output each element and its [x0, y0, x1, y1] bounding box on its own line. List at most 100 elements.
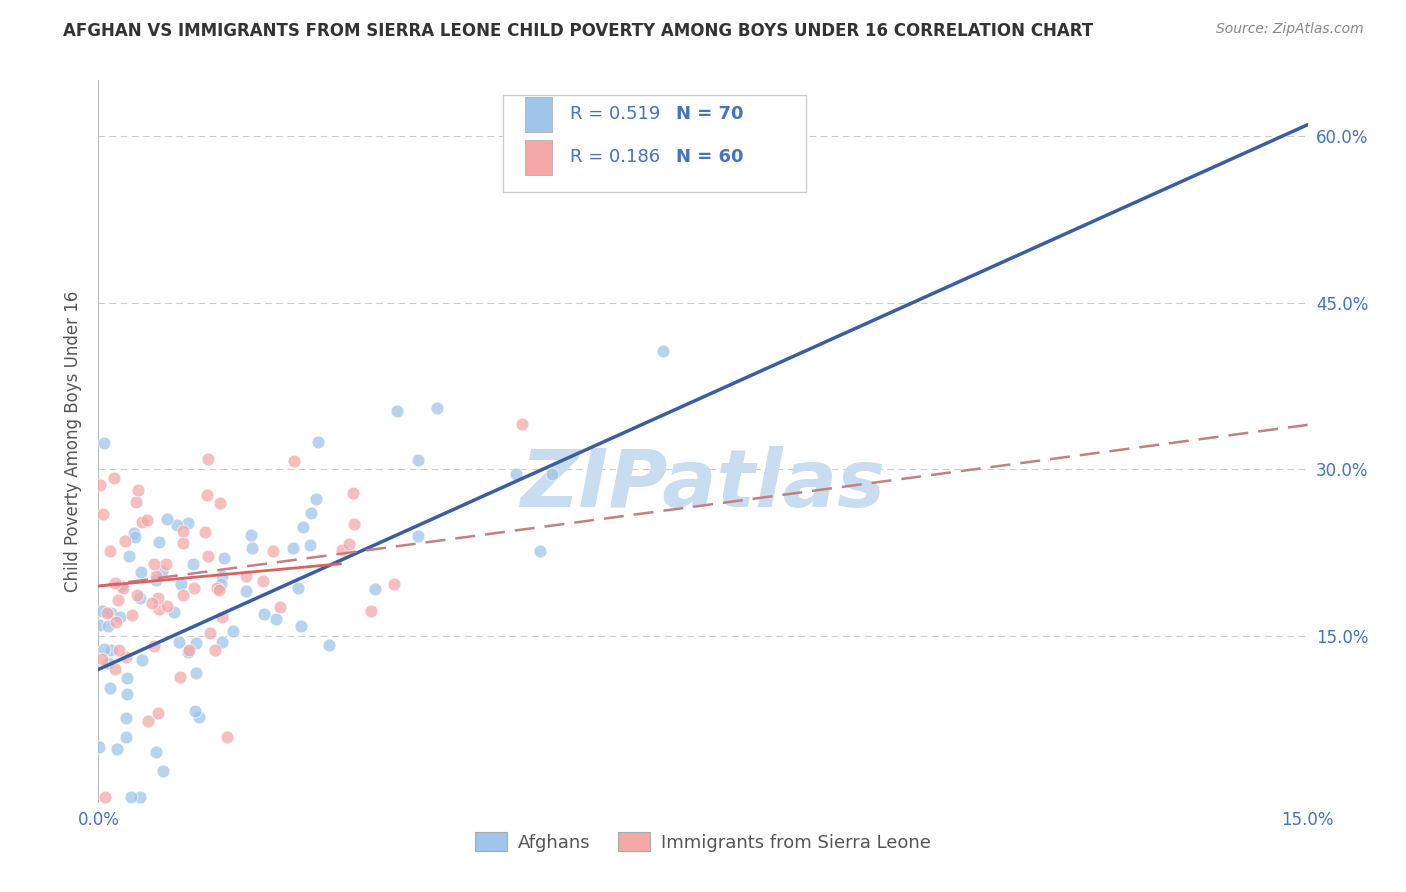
Point [179, 643, 201, 657]
Point [89, 618, 111, 632]
Point [97, 656, 120, 670]
Point [172, 535, 194, 549]
Point [166, 518, 188, 533]
Point [104, 615, 127, 629]
Point [114, 534, 136, 549]
Point [652, 344, 675, 359]
Point [115, 687, 138, 701]
Point [89, 478, 111, 492]
Point [298, 538, 321, 552]
Point [269, 599, 291, 614]
Point [188, 710, 211, 724]
Point [152, 764, 174, 778]
Point [103, 575, 125, 590]
Point [156, 511, 179, 525]
Point [239, 528, 262, 542]
Point [208, 495, 231, 509]
Point [177, 516, 200, 530]
Point [107, 592, 129, 607]
Point [184, 636, 207, 650]
Point [253, 607, 276, 622]
Point [105, 742, 128, 756]
Point [93, 642, 115, 657]
Point [287, 581, 309, 595]
Point [115, 711, 138, 725]
Point [104, 662, 127, 676]
Text: R = 0.186: R = 0.186 [569, 148, 661, 167]
Point [93, 436, 115, 450]
Point [207, 581, 229, 595]
Point [211, 569, 233, 583]
Point [264, 612, 287, 626]
Point [194, 524, 217, 539]
Point [195, 488, 218, 502]
Point [145, 573, 167, 587]
Point [103, 470, 125, 484]
Point [283, 454, 305, 468]
Point [343, 516, 366, 531]
Point [186, 665, 208, 680]
Point [177, 645, 200, 659]
Point [529, 544, 551, 558]
Point [235, 569, 257, 583]
Point [148, 534, 170, 549]
Text: ZIPatlas: ZIPatlas [520, 446, 886, 524]
Text: AFGHAN VS IMMIGRANTS FROM SIERRA LEONE CHILD POVERTY AMONG BOYS UNDER 16 CORRELA: AFGHAN VS IMMIGRANTS FROM SIERRA LEONE C… [63, 22, 1094, 40]
Point [337, 537, 360, 551]
Point [100, 642, 122, 657]
FancyBboxPatch shape [526, 97, 553, 132]
Point [283, 541, 305, 555]
Point [318, 638, 340, 652]
Point [155, 557, 177, 571]
FancyBboxPatch shape [503, 95, 806, 193]
Point [426, 401, 449, 415]
Point [143, 639, 166, 653]
Legend: Afghans, Immigrants from Sierra Leone: Afghans, Immigrants from Sierra Leone [468, 825, 938, 859]
Point [135, 513, 157, 527]
Point [145, 745, 167, 759]
Point [235, 583, 257, 598]
Point [215, 730, 238, 744]
Point [212, 551, 235, 566]
Point [305, 491, 328, 506]
Point [384, 577, 406, 591]
Point [197, 549, 219, 563]
Point [163, 605, 186, 619]
Y-axis label: Child Poverty Among Boys Under 16: Child Poverty Among Boys Under 16 [63, 291, 82, 592]
Point [184, 704, 207, 718]
Point [96, 607, 118, 621]
Text: R = 0.519: R = 0.519 [569, 105, 661, 123]
Point [330, 543, 353, 558]
Point [108, 609, 131, 624]
Point [148, 601, 170, 615]
Point [94, 790, 117, 805]
Point [208, 582, 231, 597]
Point [172, 588, 194, 602]
Point [209, 577, 232, 591]
Point [100, 606, 122, 620]
Text: N = 60: N = 60 [676, 148, 744, 167]
Point [360, 603, 382, 617]
Point [170, 577, 193, 591]
Point [211, 610, 233, 624]
Point [91, 652, 114, 666]
Point [510, 417, 533, 431]
Point [110, 579, 132, 593]
Point [263, 544, 285, 558]
Point [121, 607, 143, 622]
Point [540, 467, 562, 482]
Point [183, 581, 205, 595]
Point [292, 520, 315, 534]
Point [148, 706, 170, 721]
Point [505, 467, 527, 482]
Point [142, 558, 165, 572]
Point [107, 642, 129, 657]
Point [91, 507, 114, 521]
Point [115, 730, 138, 744]
Point [117, 671, 139, 685]
Text: N = 70: N = 70 [676, 105, 744, 123]
Point [124, 530, 146, 544]
Point [98, 543, 121, 558]
Point [97, 619, 120, 633]
Point [211, 635, 233, 649]
